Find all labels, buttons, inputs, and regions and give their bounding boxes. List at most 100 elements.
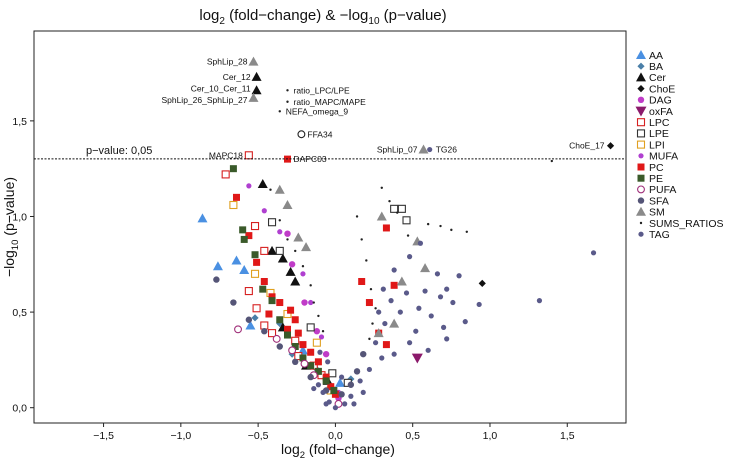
point-pe — [240, 235, 248, 243]
x-tick-label: 1,5 — [560, 430, 575, 442]
annotation-cer-10-cer-11: Cer_10_Cer_11 — [191, 83, 251, 93]
y-axis-ticks: 0,0 0,5 1,0 1,5 — [12, 116, 34, 415]
point-lpe — [275, 246, 284, 255]
legend-marker-ba — [637, 62, 645, 70]
annotation-ratio-lpc-lpe: ratio_LPC/LPE — [293, 85, 350, 95]
x-axis-title: log2 (fold−change) — [281, 441, 395, 459]
threshold-label: p−value: 0,05 — [86, 145, 152, 157]
point-pe — [283, 331, 291, 339]
point-sm — [293, 232, 304, 242]
point-sm — [389, 318, 400, 328]
point-sums-ratios — [312, 301, 315, 304]
point-sm — [248, 56, 259, 66]
point-aa — [335, 377, 346, 387]
point-dag — [288, 261, 296, 268]
threshold-line-group: p−value: 0,05 — [34, 145, 626, 160]
point-sums-ratios — [374, 307, 377, 310]
legend-label-oxfa: oxFA — [649, 106, 673, 118]
point-pc — [232, 193, 240, 201]
point-tag — [590, 250, 597, 256]
point-tag — [338, 374, 345, 380]
legend-item-mufa: MUFA — [638, 151, 678, 163]
point-tag — [380, 286, 386, 292]
point-pe — [268, 297, 276, 305]
legend-item-sums-ratios: SUMS_RATIOS — [639, 218, 723, 230]
point-cer — [277, 253, 288, 263]
point-tag — [407, 340, 413, 346]
point-sfa — [213, 276, 220, 283]
point-sm — [248, 92, 259, 102]
point-lpc — [252, 304, 261, 313]
legend-marker-lpe — [636, 129, 646, 138]
point-sums-ratios — [368, 337, 371, 341]
point-cer — [257, 178, 268, 188]
point-pe — [322, 377, 330, 385]
point-pc — [276, 299, 284, 307]
point-tag — [407, 254, 413, 260]
legend-item-oxfa: oxFA — [635, 106, 673, 118]
point-aa — [245, 320, 256, 330]
chart-title: log2 (fold−change) & −log10 (p−value) — [199, 7, 446, 27]
x-tick-label: 0,0 — [328, 430, 343, 442]
point-ba — [251, 314, 259, 322]
point-pe — [314, 367, 322, 375]
annotation-choe-17: ChoE_17 — [569, 141, 605, 151]
point-pufa — [300, 359, 309, 368]
point-tag — [388, 298, 394, 304]
legend-label-pc: PC — [649, 162, 664, 174]
point-sums-ratios — [426, 222, 430, 226]
point-pc — [260, 277, 268, 285]
point-pc — [268, 293, 276, 301]
point-tag — [348, 393, 354, 399]
point-lpe — [306, 323, 315, 332]
legend-marker-sfa — [637, 197, 645, 204]
point-pe — [251, 251, 259, 259]
point-tag — [360, 389, 366, 396]
point-mufa — [246, 183, 252, 189]
point-mufa — [318, 334, 325, 340]
point-tag — [342, 401, 348, 407]
point-sums-ratios — [317, 314, 320, 318]
point-lpe — [397, 204, 406, 213]
point-dag — [322, 350, 330, 358]
legend-label-sfa: SFA — [649, 195, 669, 207]
point-sums-ratios — [286, 89, 289, 92]
point-pe — [330, 386, 338, 394]
point-tag — [332, 405, 339, 411]
point-pc — [331, 390, 339, 398]
point-tag — [323, 401, 329, 407]
point-lpc — [250, 221, 260, 231]
point-choe — [478, 279, 486, 288]
point-tag — [376, 309, 382, 315]
annotation-dapc03: DAPC03 — [293, 154, 326, 164]
point-sums-ratios — [309, 284, 312, 287]
legend-label-choe: ChoE — [649, 83, 675, 95]
point-tag — [476, 301, 482, 308]
series-pc — [232, 155, 398, 398]
point-pc — [294, 329, 302, 337]
point-pc — [314, 358, 322, 366]
legend: AABACerChoEDAGoxFALPCLPELPIMUFAPCPEPUFAS… — [635, 50, 723, 241]
point-dag — [313, 328, 321, 335]
legend-item-pc: PC — [637, 162, 664, 174]
point-tag — [357, 378, 363, 384]
point-sums-ratios — [301, 265, 305, 268]
point-pe — [299, 354, 307, 362]
point-cer — [290, 276, 301, 286]
legend-label-cer: Cer — [649, 72, 666, 84]
point-ffa34 — [297, 130, 306, 139]
point-pufa — [234, 325, 242, 334]
point-pe — [239, 226, 247, 234]
point-sums-ratios — [406, 234, 410, 237]
point-aa — [212, 261, 223, 271]
x-tick-label: 1,0 — [483, 430, 498, 442]
point-pc — [382, 341, 390, 349]
point-sm — [274, 184, 285, 194]
annotation-cer-12: Cer_12 — [223, 72, 251, 82]
point-sums-ratios — [388, 199, 391, 203]
point-pc — [283, 325, 291, 333]
point-mufa — [300, 271, 306, 277]
point-sfa — [360, 350, 367, 358]
series-sm — [248, 56, 431, 338]
